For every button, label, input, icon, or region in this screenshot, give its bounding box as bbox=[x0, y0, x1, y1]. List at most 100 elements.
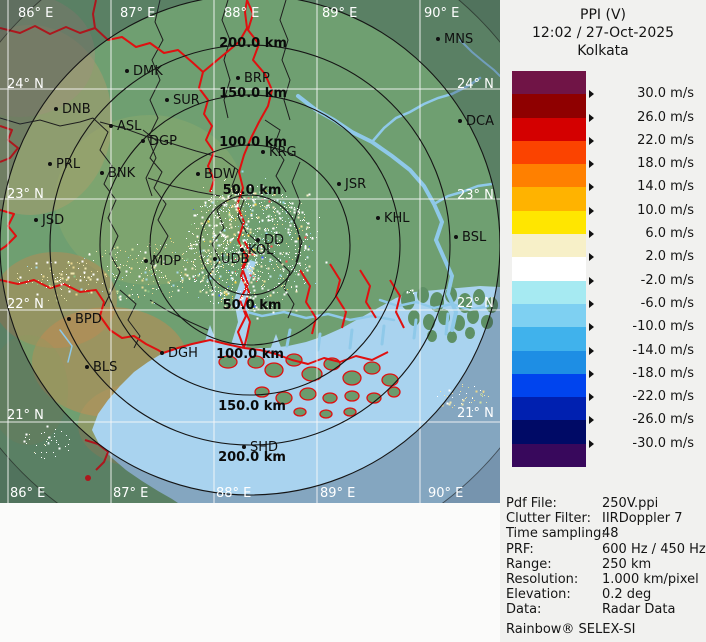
legend-band bbox=[512, 71, 586, 95]
station-label: JSR bbox=[344, 177, 366, 192]
legend-tick-row: 30.0 m/s bbox=[588, 86, 700, 102]
station-dot bbox=[458, 119, 462, 123]
map-geography-layer bbox=[0, 0, 500, 503]
legend-band bbox=[512, 373, 586, 398]
info-row: Clutter Filter: IIRDoppler 7 bbox=[506, 511, 704, 526]
station-label: MNS bbox=[444, 32, 473, 47]
station-dot bbox=[144, 259, 148, 263]
info-row: PRF: 600 Hz / 450 Hz bbox=[506, 541, 706, 557]
range-ring-label: 50.0 km bbox=[223, 183, 282, 198]
station-label: MDP bbox=[152, 254, 181, 269]
station-dot bbox=[34, 218, 38, 222]
longitude-label: 86° E bbox=[10, 486, 45, 501]
legend-band bbox=[512, 327, 586, 352]
info-value: Radar Data bbox=[602, 602, 676, 618]
station-label: DGH bbox=[168, 346, 198, 361]
station-dot bbox=[454, 235, 458, 239]
latitude-label: 24° N bbox=[7, 77, 44, 92]
panel-title-block: PPI (V) 12:02 / 27-Oct-2025 Kolkata bbox=[500, 6, 706, 60]
station-dot bbox=[196, 172, 200, 176]
info-label: Range: bbox=[506, 556, 552, 572]
legend-band bbox=[512, 234, 586, 258]
info-label: PRF: bbox=[506, 541, 534, 557]
legend-tick-row: -26.0 m/s bbox=[588, 412, 700, 428]
legend-band bbox=[512, 210, 586, 235]
station-dot bbox=[213, 257, 217, 261]
station-label: DCA bbox=[466, 114, 494, 129]
legend-tick-row: 22.0 m/s bbox=[588, 133, 700, 149]
station-dot bbox=[160, 351, 164, 355]
station-label: DNB bbox=[62, 102, 91, 117]
latitude-label: 22° N bbox=[7, 297, 44, 312]
tick-arrow-icon bbox=[589, 346, 594, 355]
legend-tick-label: -2.0 m/s bbox=[640, 272, 694, 288]
right-panel: PPI (V) 12:02 / 27-Oct-2025 Kolkata 30.0… bbox=[500, 0, 706, 642]
district-borders bbox=[0, 0, 303, 349]
station-dot bbox=[85, 365, 89, 369]
tick-arrow-icon bbox=[589, 160, 594, 169]
longitude-label: 88° E bbox=[216, 486, 251, 501]
station-dot bbox=[240, 248, 244, 252]
tick-arrow-icon bbox=[589, 416, 594, 425]
station-dot bbox=[125, 69, 129, 73]
range-ring-label: 150.0 km bbox=[219, 86, 287, 101]
legend-tick-row: 2.0 m/s bbox=[588, 249, 700, 265]
station-dot bbox=[436, 37, 440, 41]
tick-arrow-icon bbox=[589, 136, 594, 145]
latitude-label: 22° N bbox=[457, 296, 494, 311]
tick-arrow-icon bbox=[589, 276, 594, 285]
legend-tick-label: 6.0 m/s bbox=[645, 226, 694, 242]
station-label: SHD bbox=[250, 440, 278, 455]
legend-tick-row: 6.0 m/s bbox=[588, 226, 700, 242]
legend-tick-row: -22.0 m/s bbox=[588, 389, 700, 405]
tick-arrow-icon bbox=[589, 206, 594, 215]
info-value: 48 bbox=[602, 526, 619, 542]
info-label: Clutter Filter: bbox=[506, 511, 591, 527]
legend-tick-row: -10.0 m/s bbox=[588, 319, 700, 335]
legend-band bbox=[512, 140, 586, 165]
legend-band bbox=[512, 420, 586, 445]
legend-tick-row: -6.0 m/s bbox=[588, 296, 700, 312]
latitude-label: 23° N bbox=[457, 188, 494, 203]
tick-arrow-icon bbox=[589, 253, 594, 262]
info-row: Elevation: 0.2 deg bbox=[506, 587, 704, 602]
station-label: UDB bbox=[221, 252, 249, 267]
station-dot bbox=[141, 139, 145, 143]
station-label: BNK bbox=[108, 166, 136, 181]
range-ring-label: 100.0 km bbox=[216, 347, 284, 362]
legend-band bbox=[512, 397, 586, 421]
longitude-label: 90° E bbox=[428, 486, 463, 501]
latitude-label: 21° N bbox=[7, 408, 44, 423]
station-label: BPD bbox=[75, 312, 102, 327]
latitude-label: 23° N bbox=[7, 187, 44, 202]
legend-tick-label: 26.0 m/s bbox=[637, 109, 694, 125]
radar-site-name: Kolkata bbox=[577, 43, 629, 59]
station-label: DGP bbox=[149, 134, 177, 149]
range-ring-label: 200.0 km bbox=[219, 36, 287, 51]
legend-tick-label: 22.0 m/s bbox=[637, 132, 694, 148]
range-ring-label: 200.0 km bbox=[218, 450, 286, 465]
legend-tick-label: -18.0 m/s bbox=[632, 365, 694, 381]
station-dot bbox=[109, 124, 113, 128]
info-value: 1.000 km/pixel bbox=[602, 572, 699, 588]
legend-tick-row: 14.0 m/s bbox=[588, 179, 700, 195]
legend-tick-row: 18.0 m/s bbox=[588, 156, 700, 172]
tick-arrow-icon bbox=[589, 90, 594, 99]
station-dot bbox=[48, 162, 52, 166]
legend-tick-row: -2.0 m/s bbox=[588, 273, 700, 289]
info-value: 600 Hz / 450 Hz bbox=[602, 541, 706, 557]
longitude-label: 90° E bbox=[424, 6, 459, 21]
range-ring-label: 100.0 km bbox=[219, 135, 287, 150]
legend-tick-label: 2.0 m/s bbox=[645, 249, 694, 265]
legend-tick-label: 18.0 m/s bbox=[637, 156, 694, 172]
scan-info-rows: Pdf File: 250V.ppi Clutter Filter: IIRDoppl… bbox=[506, 496, 706, 618]
tick-arrow-icon bbox=[589, 393, 594, 402]
info-row: Data: Radar Data bbox=[506, 602, 704, 617]
info-label: Data: bbox=[506, 602, 542, 618]
legend-tick-row: -14.0 m/s bbox=[588, 343, 700, 359]
tick-arrow-icon bbox=[589, 113, 594, 122]
legend-tick-row: 10.0 m/s bbox=[588, 203, 700, 219]
info-label: Resolution: bbox=[506, 572, 579, 588]
product-title: PPI (V) bbox=[580, 7, 626, 23]
